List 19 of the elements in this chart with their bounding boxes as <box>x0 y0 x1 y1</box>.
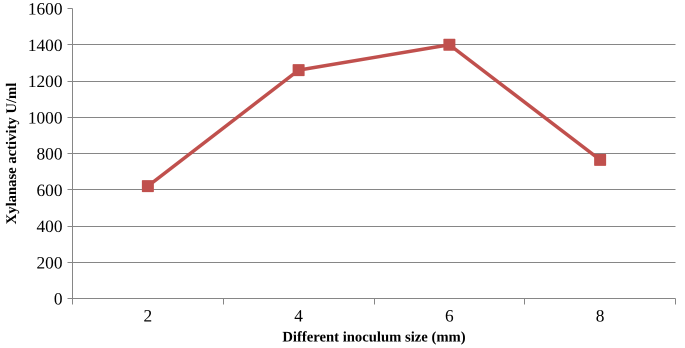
y-tick-label: 600 <box>36 180 63 200</box>
y-tick-label: 1200 <box>28 72 62 91</box>
y-axis-title: Xylanase activity U/ml <box>4 82 20 224</box>
y-tick-label: 0 <box>54 290 63 308</box>
point <box>443 38 456 51</box>
x-tick-label: 8 <box>596 306 604 326</box>
y-tick-label: 1600 <box>28 0 62 18</box>
x-axis-title: Different inoculum size (mm) <box>282 330 466 346</box>
y-tick-label: 800 <box>36 144 63 164</box>
y-tick-label: 400 <box>36 217 63 236</box>
y-tick-label: 200 <box>36 253 63 272</box>
y-tick-label: 1000 <box>28 108 62 128</box>
x-tick-label: 4 <box>294 306 304 326</box>
y-tick-label: 1400 <box>28 36 62 55</box>
x-tick-label: 2 <box>144 306 152 326</box>
point <box>142 180 154 192</box>
point <box>292 64 305 76</box>
point <box>594 154 606 166</box>
x-tick-label: 6 <box>445 306 454 326</box>
